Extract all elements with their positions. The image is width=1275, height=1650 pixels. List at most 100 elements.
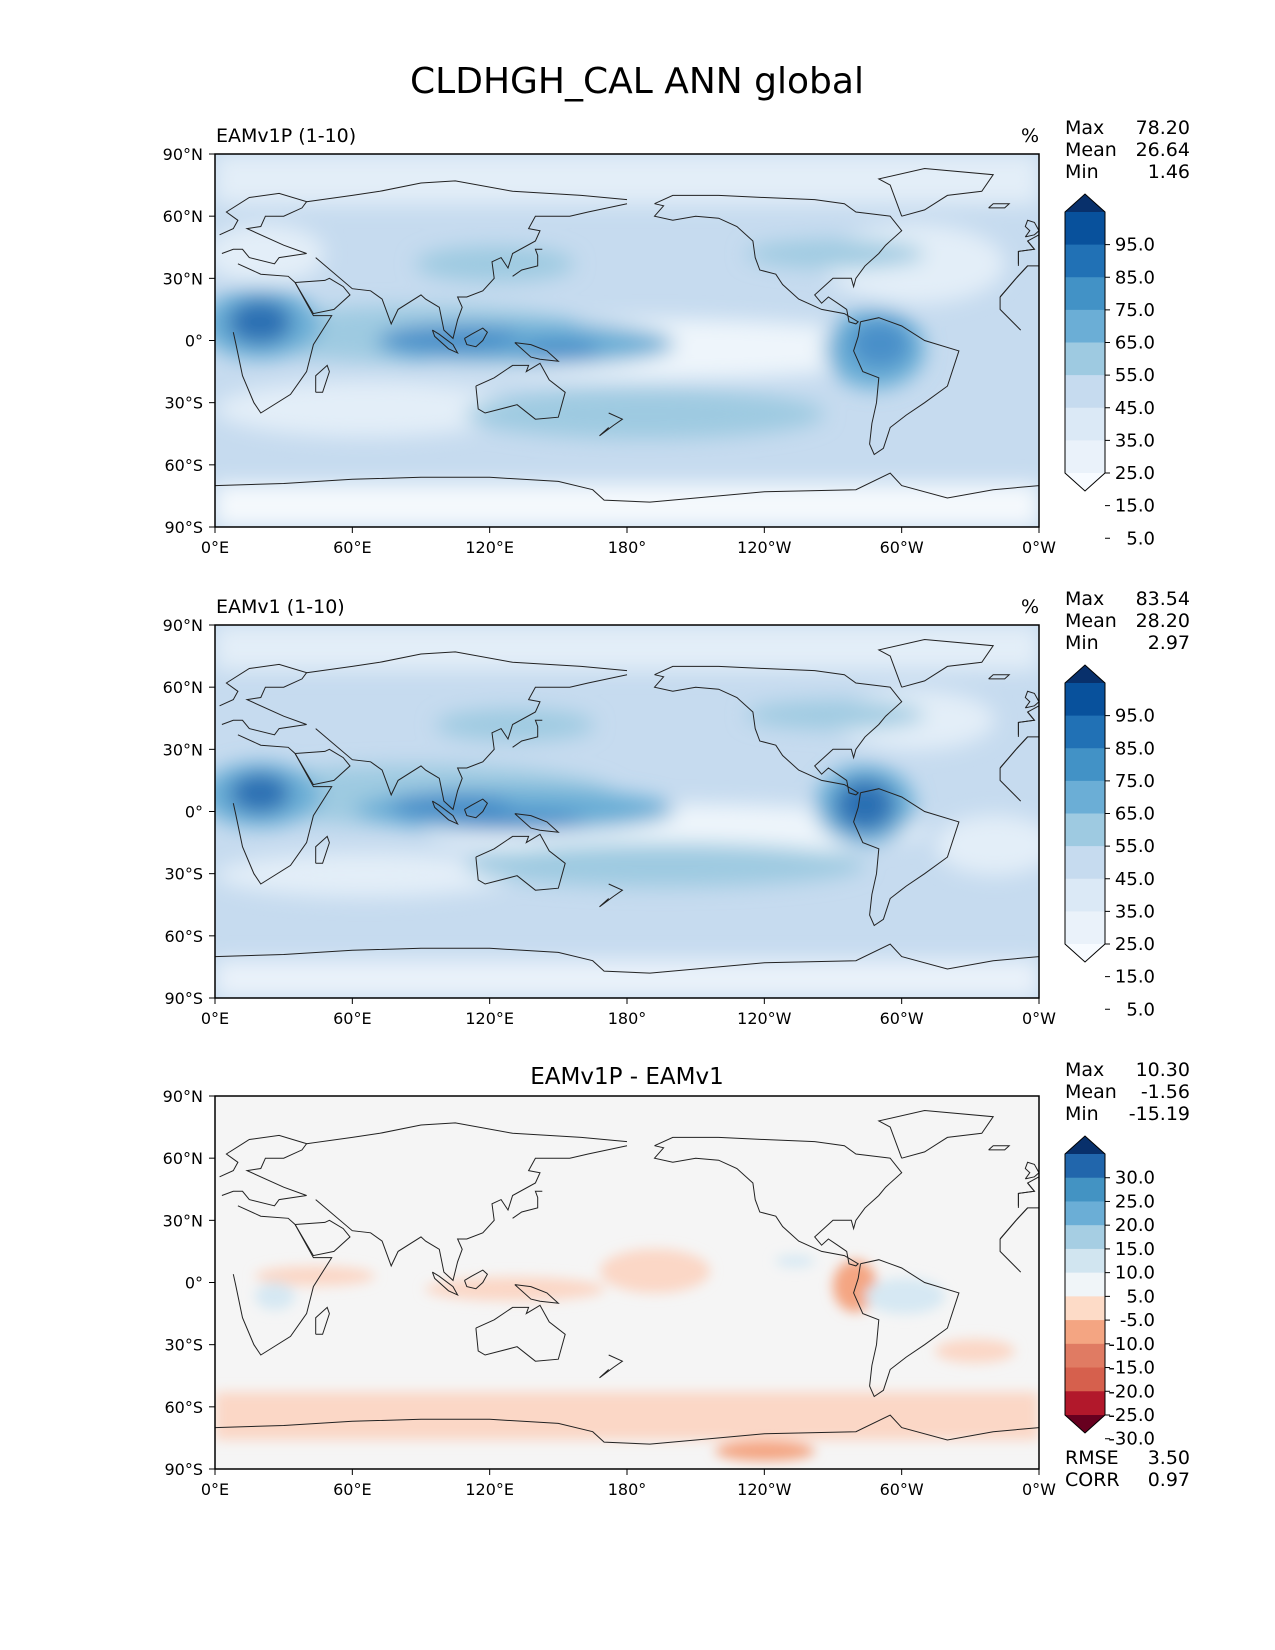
colorbar-label: 15.0 [1115, 1239, 1155, 1260]
colorbar-label: 35.0 [1115, 901, 1155, 922]
lat-tick-label: 30°S [164, 394, 203, 413]
coastline [988, 1145, 1011, 1151]
stat-value: 2.97 [1148, 632, 1190, 654]
panel-1-colorbar: 95.0 85.0 75.0 65.0 55.0 45.0 35.0 25.0 15.0 5.0 [1064, 193, 1155, 549]
colorbar-bin [1065, 846, 1105, 880]
coastline [512, 719, 543, 748]
colorbar-label: 25.0 [1115, 1191, 1155, 1212]
coastlines [215, 1109, 1039, 1445]
colorbar-label: 15.0 [1115, 967, 1155, 988]
lon-tick-label: 120°W [737, 1009, 792, 1028]
coastline [599, 412, 624, 437]
coastline [653, 1136, 903, 1267]
colorbar-bin [1065, 1391, 1105, 1416]
colorbar-bin [1065, 1201, 1105, 1226]
lon-tick-label: 120°E [465, 1480, 514, 1499]
lon-tick-label: 180° [608, 1009, 647, 1028]
panel-1-units: % [1021, 125, 1039, 147]
coastline [853, 1259, 960, 1398]
colorbar-bin [1065, 244, 1105, 278]
coastline [514, 813, 560, 833]
metric-label: CORR [1065, 1469, 1120, 1491]
stat-label: Max [1065, 117, 1104, 139]
colorbar-label: -15.0 [1108, 1358, 1155, 1379]
lon-tick-label: 120°W [737, 538, 792, 557]
colorbar-label: 95.0 [1115, 706, 1155, 727]
panel-2-map [215, 625, 1039, 998]
coastline [1024, 219, 1039, 238]
colorbar-bin [1065, 878, 1105, 912]
panel-2-units: % [1021, 596, 1039, 618]
coastline [514, 342, 560, 362]
coastline [1024, 690, 1039, 709]
colorbar-label: 65.0 [1115, 333, 1155, 354]
colorbar-bin [1065, 780, 1105, 814]
panel-1: EAMv1P (1-10) % [163, 117, 1190, 557]
coastline [315, 203, 628, 340]
colorbar-bin [1065, 1177, 1105, 1202]
coastline [215, 472, 1039, 503]
coastline [464, 327, 489, 348]
coastline [653, 194, 903, 325]
lat-tick-label: 30°S [164, 865, 203, 884]
coastline [215, 1414, 1039, 1445]
lon-tick-label: 180° [608, 538, 647, 557]
coastline [431, 1271, 459, 1296]
longitude-axis: 0°E 60°E 120°E 180° 120°W 60°W 0°W [201, 998, 1056, 1028]
colorbar-label: 45.0 [1115, 869, 1155, 890]
colorbar-label: 15.0 [1115, 496, 1155, 517]
stat-value: 83.54 [1136, 588, 1190, 610]
coastline [215, 943, 1039, 974]
colorbar-bin [1065, 683, 1105, 717]
panel-1-stats: Max 78.20 Mean 26.64 Min 1.46 [1065, 117, 1190, 183]
colorbar-min-extension [1065, 473, 1105, 491]
stat-value: 10.30 [1136, 1059, 1190, 1081]
colorbar-label: 20.0 [1115, 1215, 1155, 1236]
colorbar-label: 5.0 [1126, 999, 1155, 1020]
coastline [599, 1354, 624, 1379]
longitude-axis: 0°E 60°E 120°E 180° 120°W 60°W 0°W [201, 1469, 1056, 1499]
lat-tick-label: 90°N [163, 616, 203, 635]
coastline [853, 317, 960, 456]
panel-3-map [215, 1096, 1039, 1469]
coastline [315, 364, 330, 393]
colorbar-label: 95.0 [1115, 235, 1155, 256]
colorbar-label: 55.0 [1115, 836, 1155, 857]
colorbar-label: 45.0 [1115, 398, 1155, 419]
lat-tick-label: 60°N [163, 207, 203, 226]
stat-label: Mean [1065, 139, 1117, 161]
colorbar-bin [1065, 1320, 1105, 1345]
lat-tick-label: 0° [185, 332, 203, 351]
stat-value: 1.46 [1148, 161, 1190, 183]
coastline [306, 180, 628, 203]
colorbar-bin [1065, 1225, 1105, 1250]
coastlines [215, 167, 1039, 503]
lat-tick-label: 90°S [164, 1460, 203, 1479]
colorbar-bin [1065, 748, 1105, 782]
coastline [1017, 1176, 1039, 1208]
lat-tick-label: 60°N [163, 678, 203, 697]
coastline [294, 748, 351, 786]
colorbar-label: 75.0 [1115, 300, 1155, 321]
coastline [877, 638, 995, 688]
colorbar-bin [1065, 277, 1105, 311]
lon-tick-label: 60°E [333, 538, 371, 557]
panel-2-title: EAMv1 (1-10) [216, 596, 345, 618]
coastline [306, 1122, 628, 1145]
colorbar-bin [1065, 1272, 1105, 1297]
colorbar-bin [1065, 715, 1105, 749]
coastline [475, 362, 566, 420]
coastline [315, 674, 628, 811]
colorbar-bin [1065, 440, 1105, 474]
latitude-axis: 90°N 60°N 30°N 0° 30°S 60°S 90°S [163, 1087, 215, 1479]
lon-tick-label: 60°E [333, 1480, 371, 1499]
coastline [653, 665, 903, 796]
colorbar-bin [1065, 309, 1105, 343]
coastline [1017, 705, 1039, 737]
colorbar-label: -25.0 [1108, 1405, 1155, 1426]
lat-tick-label: 0° [185, 803, 203, 822]
colorbar-bin [1065, 1343, 1105, 1369]
colorbar-max-extension [1065, 665, 1105, 683]
stat-value: 78.20 [1136, 117, 1190, 139]
